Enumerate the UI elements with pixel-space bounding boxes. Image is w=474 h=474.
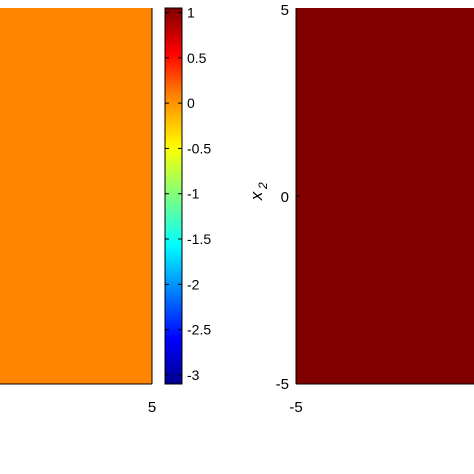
colorbar-tick-label: 0.5 — [187, 50, 207, 66]
right-heatmap: 5 0 -5 -5 x 2 — [247, 2, 474, 416]
colorbar-tick-label: -1.5 — [187, 231, 211, 247]
right-y-tick-label: 5 — [281, 2, 289, 19]
right-heatmap-background — [296, 8, 474, 384]
left-heatmap-background — [0, 8, 152, 384]
right-x-tick-label: -5 — [289, 399, 302, 416]
colorbar-ticks: 1 0.5 0 -0.5 -1 -1.5 -2 -2.5 -3 — [165, 5, 211, 383]
right-y-tick-label: -5 — [276, 376, 289, 393]
right-y-axis-label: x 2 — [247, 182, 270, 201]
colorbar-tick-label: 0 — [187, 95, 195, 111]
right-y-axis-label-main: x — [247, 191, 266, 201]
colorbar-tick-label: -0.5 — [187, 140, 211, 156]
colorbar-tick-label: -3 — [187, 367, 200, 383]
colorbar: 1 0.5 0 -0.5 -1 -1.5 -2 -2.5 -3 — [164, 5, 211, 385]
colorbar-tick-label: -2 — [187, 276, 200, 292]
right-y-tick-label: 0 — [281, 189, 289, 206]
colorbar-tick-label: -2.5 — [187, 322, 211, 338]
right-y-axis-label-subscript: 2 — [256, 182, 270, 190]
left-x-tick-label: 5 — [148, 399, 156, 416]
colorbar-gradient — [164, 7, 183, 385]
left-heatmap: 5 — [0, 8, 156, 416]
colorbar-tick-label: 1 — [187, 5, 195, 21]
colorbar-tick-label: -1 — [187, 186, 200, 202]
